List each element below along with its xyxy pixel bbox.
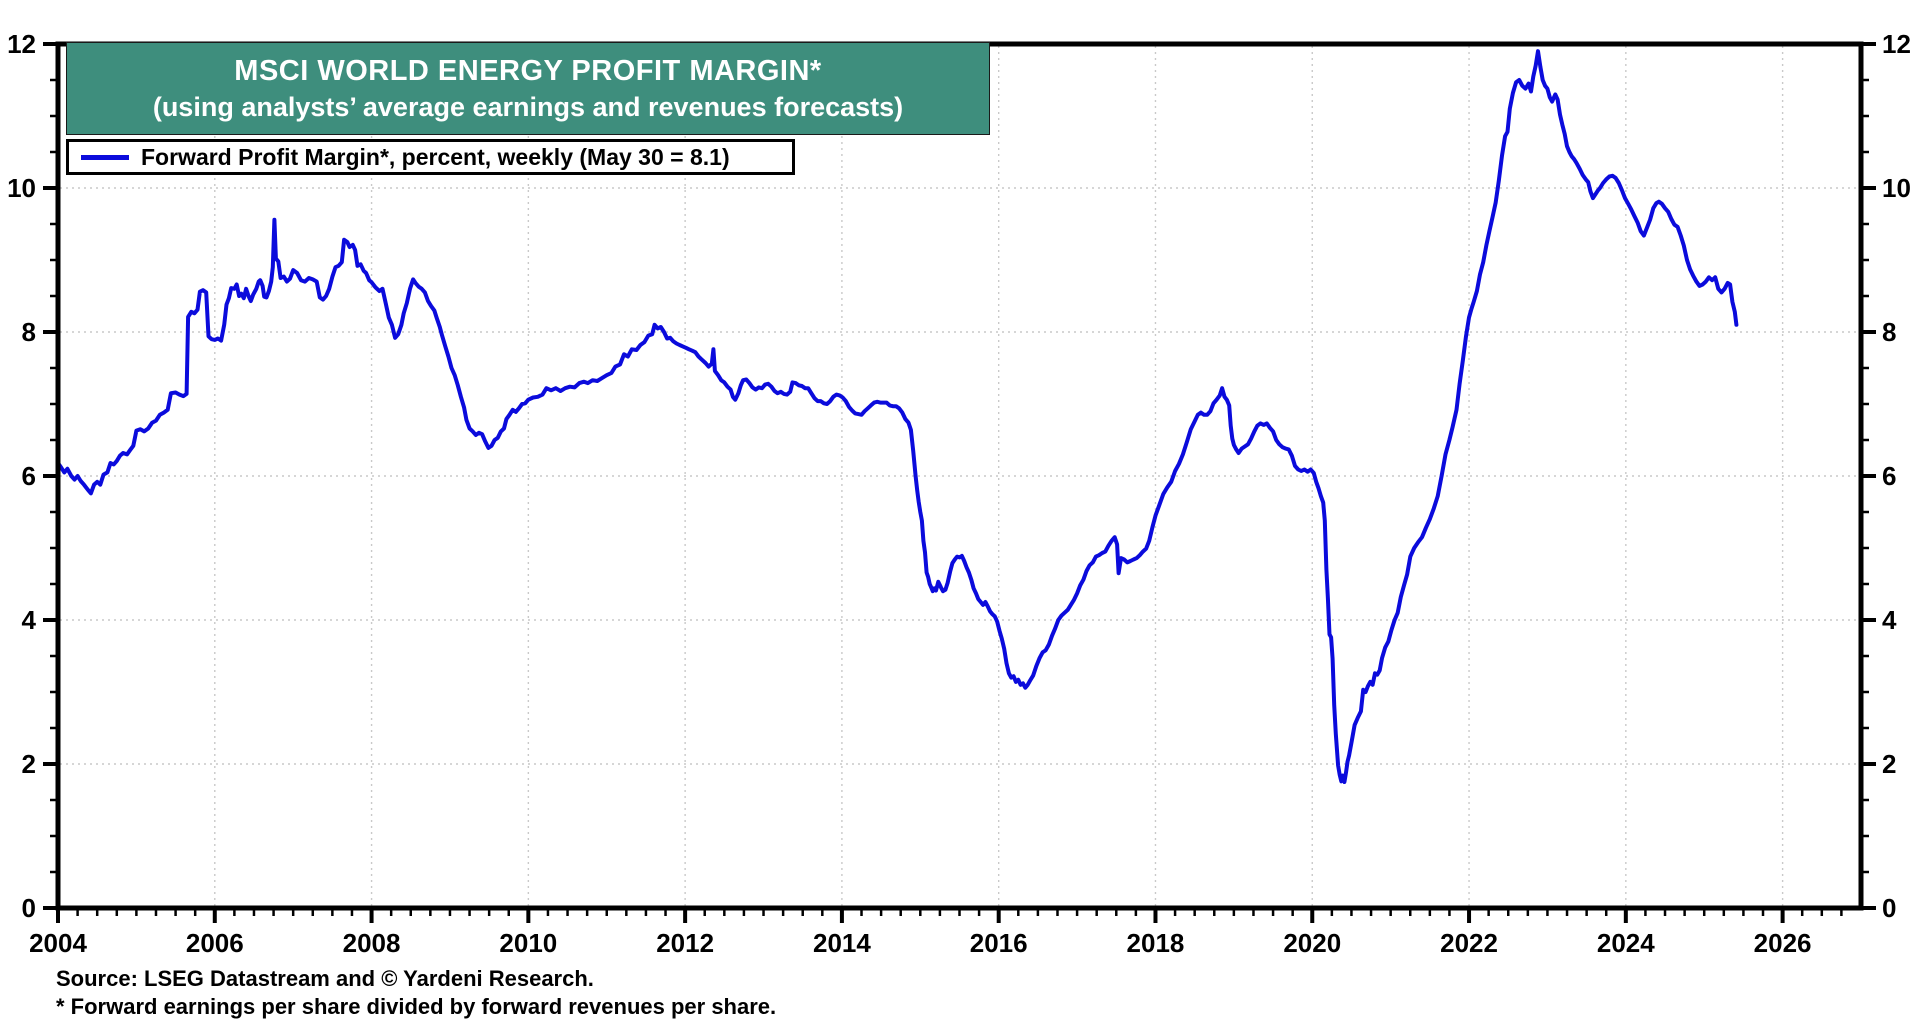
x-tick-label: 2004 <box>29 928 87 958</box>
x-tick-label: 2024 <box>1597 928 1655 958</box>
y-tick-label-left: 4 <box>22 605 37 635</box>
legend-label: Forward Profit Margin*, percent, weekly … <box>141 143 730 170</box>
series <box>56 49 1739 784</box>
chart-subtitle: (using analysts’ average earnings and re… <box>152 91 904 122</box>
gridlines <box>60 46 1859 906</box>
y-tick-label-left: 0 <box>22 893 36 923</box>
legend-line-swatch <box>81 154 129 160</box>
y-tick-label-left: 2 <box>22 749 36 779</box>
axis-ticks <box>43 42 1876 923</box>
chart-title: MSCI WORLD ENERGY PROFIT MARGIN* <box>234 54 822 87</box>
y-tick-label-left: 12 <box>7 29 36 59</box>
y-axis-labels-right: 0 2 4 6 8 10 12 <box>1882 29 1911 923</box>
y-tick-label-right: 8 <box>1882 317 1896 347</box>
y-tick-label-right: 10 <box>1882 173 1911 203</box>
x-tick-label: 2008 <box>343 928 401 958</box>
x-tick-label: 2018 <box>1127 928 1185 958</box>
y-tick-label-left: 8 <box>22 317 36 347</box>
y-tick-label-right: 2 <box>1882 749 1896 779</box>
y-tick-label-left: 6 <box>22 461 36 491</box>
x-tick-label: 2026 <box>1754 928 1812 958</box>
source-note: Source: LSEG Datastream and © Yardeni Re… <box>56 966 594 991</box>
x-tick-label: 2014 <box>813 928 871 958</box>
definition-note: * Forward earnings per share divided by … <box>56 994 777 1019</box>
chart-title-box: MSCI WORLD ENERGY PROFIT MARGIN* (using … <box>66 42 990 135</box>
y-tick-label-right: 4 <box>1882 605 1897 635</box>
y-tick-label-right: 12 <box>1882 29 1911 59</box>
x-tick-label: 2016 <box>970 928 1028 958</box>
x-tick-label: 2012 <box>656 928 714 958</box>
x-tick-label: 2006 <box>186 928 244 958</box>
y-tick-label-left: 10 <box>7 173 36 203</box>
y-tick-label-right: 0 <box>1882 893 1896 923</box>
x-tick-label: 2020 <box>1283 928 1341 958</box>
forward-profit-margin-line <box>56 49 1739 784</box>
y-tick-label-right: 6 <box>1882 461 1896 491</box>
y-axis-labels-left: 0 2 4 6 8 10 12 <box>7 29 36 923</box>
x-tick-label: 2010 <box>499 928 557 958</box>
legend: Forward Profit Margin*, percent, weekly … <box>66 139 795 175</box>
x-tick-label: 2022 <box>1440 928 1498 958</box>
x-axis-labels: 2004 2006 2008 2010 2012 2014 2016 2018 2020 2022… <box>29 928 1811 958</box>
